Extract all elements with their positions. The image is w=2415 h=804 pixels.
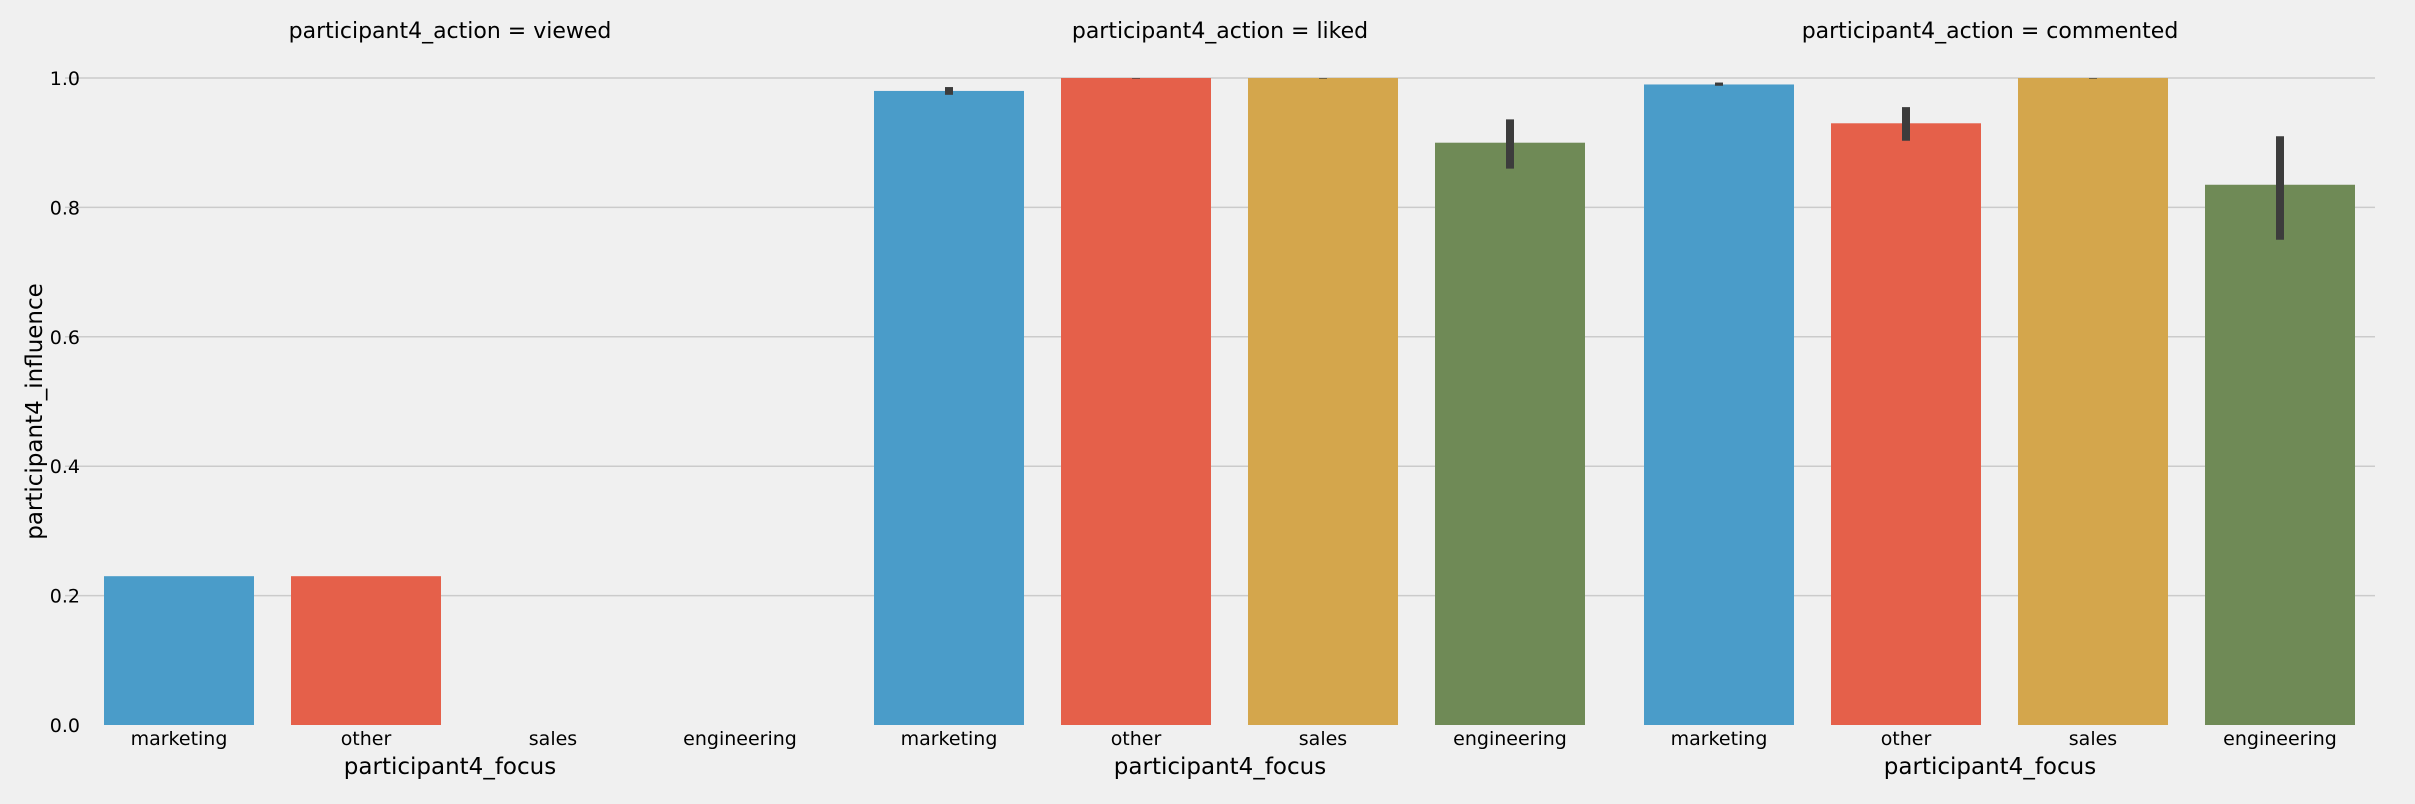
facet-title: participant4_action = liked (1072, 19, 1368, 44)
bar (1248, 78, 1398, 725)
x-tick-label: other (1881, 728, 1932, 750)
bar (874, 90, 1024, 725)
bar (1435, 142, 1585, 725)
facet-title: participant4_action = viewed (289, 19, 612, 44)
x-tick-label: engineering (683, 728, 797, 750)
y-tick-label: 0.6 (50, 327, 80, 349)
y-tick-label: 0.4 (50, 456, 80, 478)
bar (1061, 78, 1211, 725)
x-tick-label: other (1111, 728, 1162, 750)
bar (291, 576, 441, 725)
x-tick-label: marketing (1671, 728, 1768, 750)
x-axis-label: participant4_focus (1884, 754, 2096, 780)
x-tick-label: other (341, 728, 392, 750)
x-axis-label: participant4_focus (1114, 754, 1326, 780)
y-tick-label: 0.8 (50, 197, 80, 219)
facet-title: participant4_action = commented (1802, 19, 2179, 44)
x-tick-label: engineering (1453, 728, 1567, 750)
x-tick-label: engineering (2223, 728, 2337, 750)
bar (1644, 84, 1794, 726)
x-axis-label: participant4_focus (344, 754, 556, 780)
bar (1831, 123, 1981, 726)
x-tick-label: sales (529, 728, 577, 750)
bar (2205, 184, 2355, 725)
x-tick-label: marketing (131, 728, 228, 750)
y-axis-label: participant4_influence (22, 283, 48, 540)
bar (2018, 78, 2168, 725)
x-tick-label: sales (2069, 728, 2117, 750)
x-tick-label: marketing (901, 728, 998, 750)
bar (104, 576, 254, 725)
y-tick-label: 0.0 (50, 715, 80, 737)
y-tick-label: 0.2 (50, 586, 80, 608)
y-tick-label: 1.0 (50, 68, 80, 90)
x-tick-label: sales (1299, 728, 1347, 750)
